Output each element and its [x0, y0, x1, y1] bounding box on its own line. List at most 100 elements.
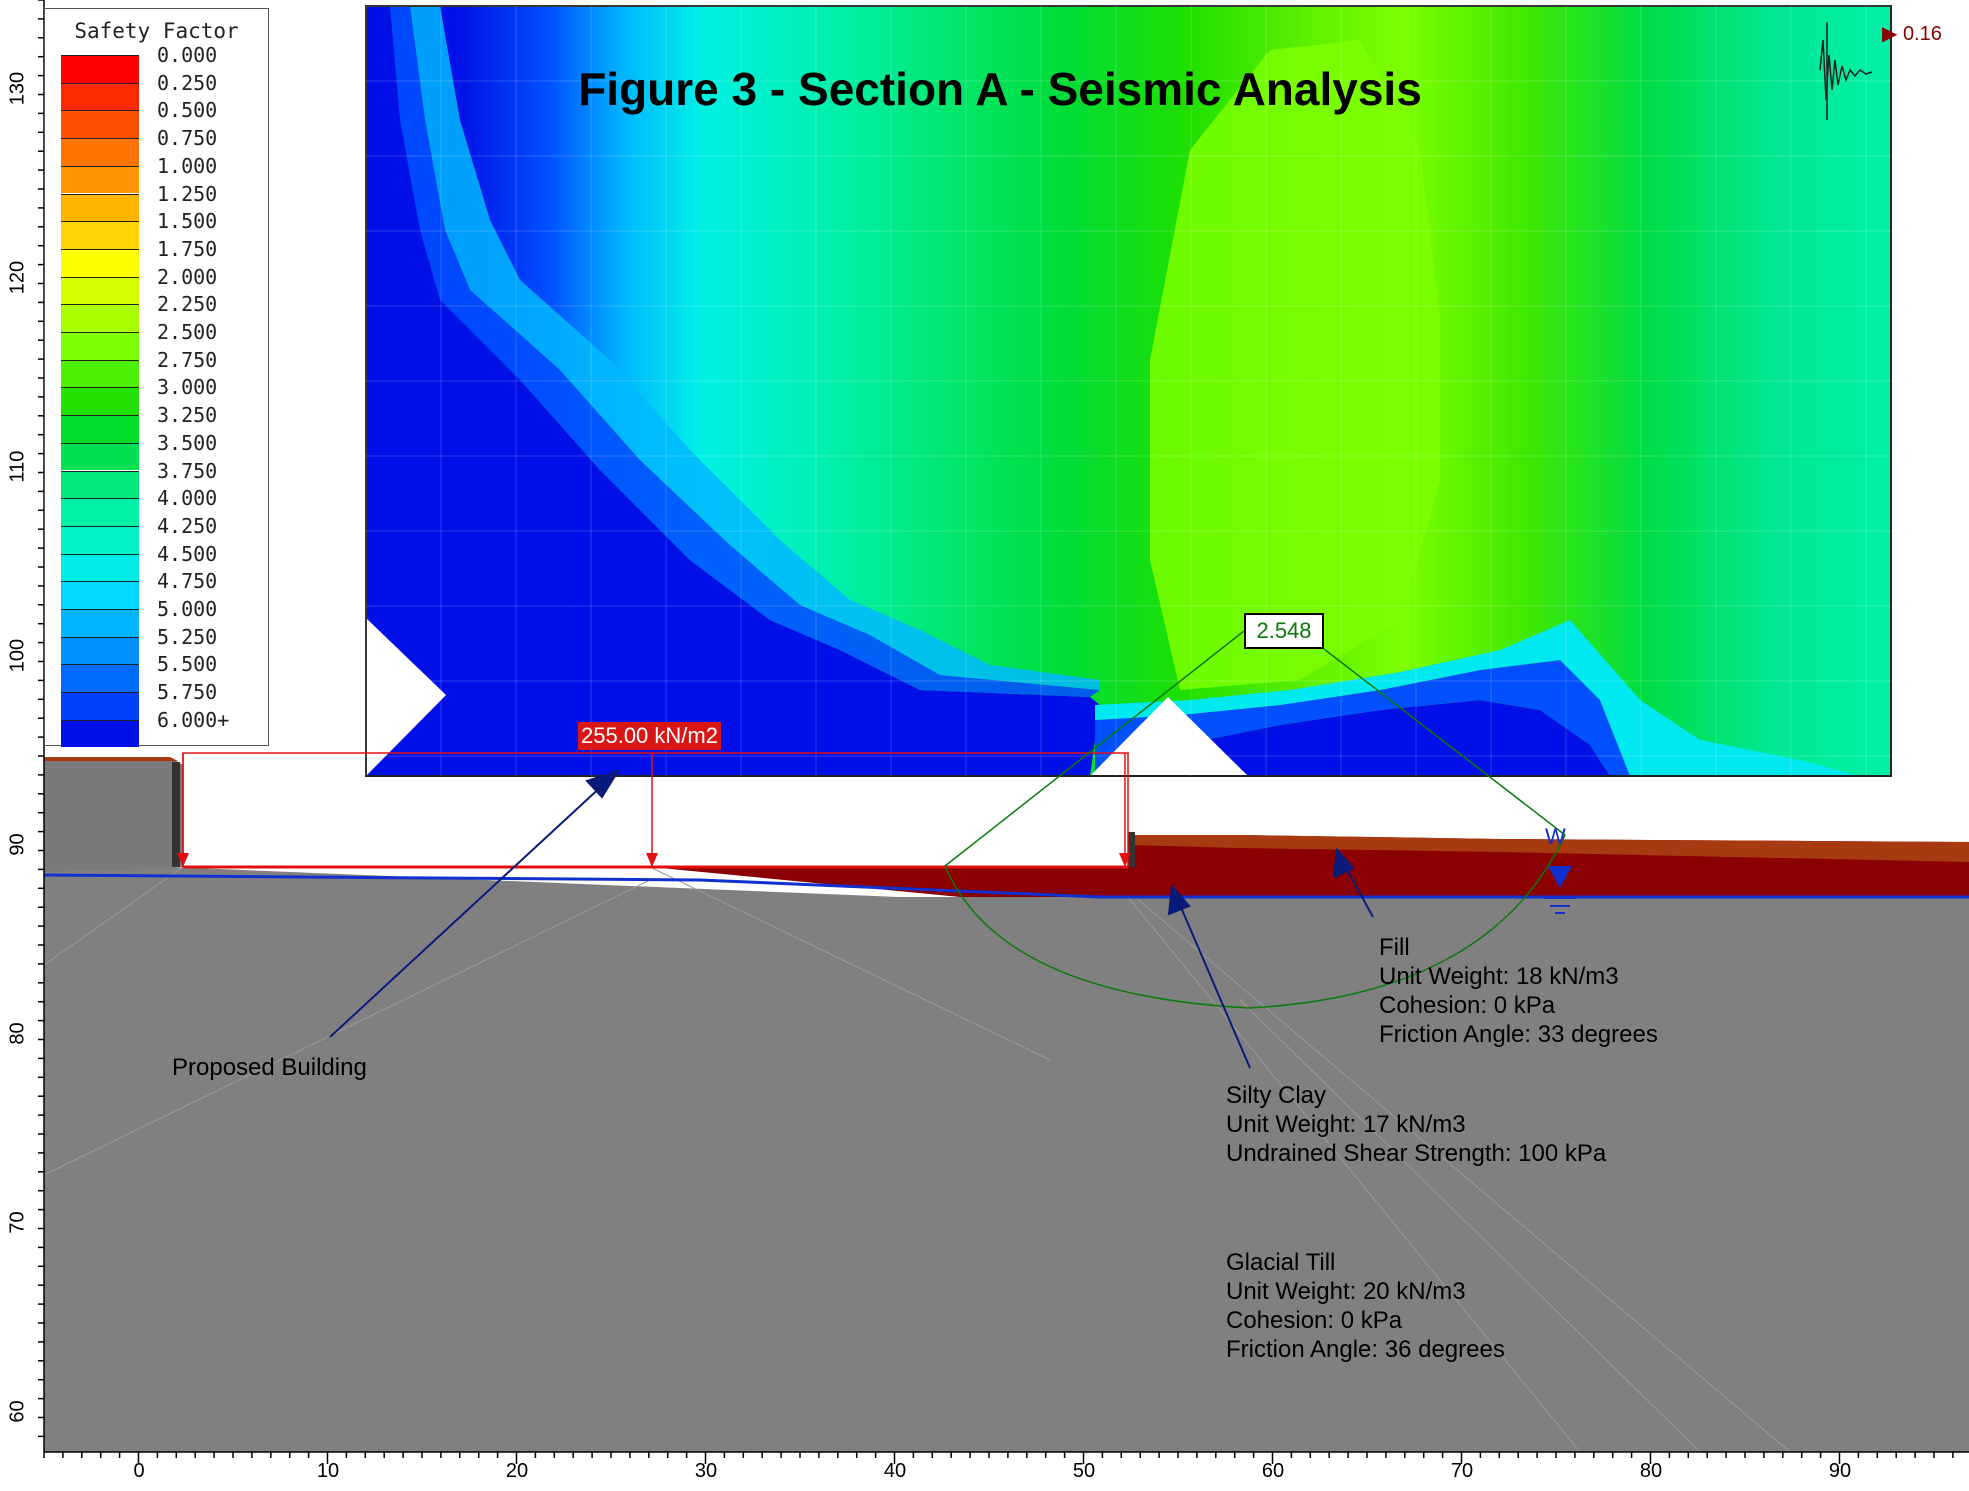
- legend-swatch: [61, 581, 139, 609]
- y-tick-label: 60: [6, 1400, 29, 1423]
- legend-swatch: [61, 82, 139, 111]
- fill-properties: Fill Unit Weight: 18 kN/m3 Cohesion: 0 k…: [1379, 933, 1658, 1049]
- annotation-arrows: [329, 769, 1374, 1069]
- seismic-icon-waveform: [1819, 39, 1873, 101]
- legend-entry: 4.750: [61, 569, 261, 609]
- legend-label: 0.750: [157, 126, 218, 151]
- x-tick-label: 40: [883, 1460, 907, 1482]
- y-tick-label: 70: [6, 1211, 29, 1234]
- legend-label: 3.250: [157, 403, 218, 428]
- legend-entry: 0.250: [61, 71, 261, 111]
- legend-label: 5.000: [157, 597, 218, 621]
- legend-label: 0.500: [157, 98, 218, 123]
- slip-radius-left: [944, 630, 1245, 867]
- legend-swatch: [61, 110, 139, 139]
- legend-entry: 4.000: [61, 486, 261, 526]
- legend-swatch: [61, 165, 139, 194]
- fill-cohesion: Cohesion: 0 kPa: [1379, 992, 1556, 1019]
- y-minor-ticks: [38, 0, 44, 1438]
- silty-clay-arrow-shaft: [1179, 904, 1251, 1069]
- legend-entry: 0.000: [61, 43, 261, 83]
- x-tick-label: 80: [1639, 1460, 1663, 1482]
- legend-swatch: [61, 470, 139, 499]
- legend-label: 4.500: [157, 541, 218, 566]
- glacial-till-name: Glacial Till: [1226, 1249, 1336, 1276]
- y-tick-label: 110: [6, 450, 29, 483]
- legend-entry: 6.000+: [61, 708, 261, 748]
- legend-label: 6.000+: [157, 707, 230, 732]
- y-tick-label: 90: [6, 833, 29, 856]
- left-fill-strip: [44, 757, 178, 761]
- load-arrowhead-right: [1119, 853, 1131, 867]
- legend-entry: 4.250: [61, 514, 261, 554]
- x-tick-label: 50: [1072, 1460, 1096, 1482]
- silty-clay-unit-weight: Unit Weight: 17 kN/m3: [1226, 1111, 1466, 1138]
- legend-label: 3.750: [157, 458, 218, 483]
- x-tick-label: 20: [505, 1460, 529, 1482]
- x-tick-label: 0: [133, 1460, 145, 1482]
- legend-swatch: [61, 442, 139, 471]
- left-blue-band: [390, 6, 1100, 697]
- right-retaining-wall: [1128, 832, 1135, 867]
- fill-unit-weight: Unit Weight: 18 kN/m3: [1379, 963, 1619, 990]
- legend-swatch: [61, 221, 139, 249]
- fill-arrow-shaft: [1344, 865, 1374, 918]
- safety-factor-legend: Safety Factor 0.000 0.250 0.500 0.750 1.000 1…: [44, 8, 269, 748]
- contour-mesh-lines: [365, 5, 1891, 776]
- load-magnitude-label: 255.00 kN/m2: [578, 722, 721, 750]
- silty-clay-shear-strength: Undrained Shear Strength: 100 kPa: [1226, 1140, 1607, 1167]
- fill-name: Fill: [1379, 934, 1410, 961]
- critical-slip-surface: [944, 630, 1566, 1009]
- glacial-till-friction-angle: Friction Angle: 36 degrees: [1226, 1336, 1505, 1363]
- fill-upper-strip: [1128, 835, 1969, 862]
- legend-swatch: [61, 719, 139, 748]
- legend-entry: 2.750: [61, 348, 261, 388]
- legend-entry: 1.000: [61, 154, 261, 194]
- legend-label: 5.500: [157, 652, 218, 677]
- legend-title: Safety Factor: [74, 19, 239, 43]
- left-retaining-wall: [172, 762, 180, 867]
- legend-entry: 1.750: [61, 237, 261, 277]
- load-arrowhead-left: [177, 853, 189, 867]
- legend-label: 3.500: [157, 430, 218, 455]
- legend-swatch: [61, 664, 139, 693]
- x-tick-label: 30: [694, 1460, 718, 1482]
- fill-friction-angle: Friction Angle: 33 degrees: [1379, 1021, 1658, 1048]
- legend-swatch: [61, 138, 139, 166]
- legend-label: 2.250: [157, 292, 218, 317]
- legend-entry: 0.500: [61, 98, 261, 139]
- safety-factor-contour-grid: [365, 5, 1892, 777]
- legend-entry: 2.250: [61, 292, 261, 332]
- legend-label: 0.250: [157, 70, 218, 95]
- legend-label: 1.000: [157, 153, 218, 178]
- legend-swatch: [61, 332, 139, 360]
- legend-entry: 0.750: [61, 126, 261, 166]
- legend-label: 2.000: [157, 264, 218, 289]
- slip-circle-arc: [944, 834, 1566, 1009]
- legend-entry: 2.000: [61, 265, 261, 305]
- building-load: [177, 752, 1131, 869]
- x-minor-ticks: [43, 1452, 1954, 1464]
- silty-clay-name: Silty Clay: [1226, 1082, 1327, 1109]
- legend-entry: 1.500: [61, 209, 261, 249]
- legend-label: 5.750: [157, 680, 218, 705]
- legend-label: 1.250: [157, 181, 218, 206]
- legend-entry: 5.250: [61, 625, 261, 665]
- glacial-till-layer: [44, 757, 1969, 1452]
- water-table-label: W: [1545, 824, 1566, 849]
- legend-entry: 4.500: [61, 542, 261, 582]
- soil-mesh-lines: [43, 866, 1791, 1453]
- legend-label: 4.250: [157, 513, 218, 538]
- y-tick-label: 80: [6, 1022, 29, 1045]
- no-data-wedge-center: [1090, 697, 1248, 776]
- glacial-till-cohesion: Cohesion: 0 kPa: [1226, 1307, 1403, 1334]
- x-tick-label: 60: [1261, 1460, 1285, 1482]
- legend-swatch: [61, 636, 139, 665]
- legend-entry: 3.000: [61, 375, 261, 416]
- y-tick-label: 100: [6, 638, 29, 673]
- building-arrow-shaft: [329, 782, 606, 1038]
- legend-swatch: [61, 248, 139, 277]
- legend-label: 3.000: [157, 375, 218, 400]
- light-green-core: [1150, 40, 1440, 690]
